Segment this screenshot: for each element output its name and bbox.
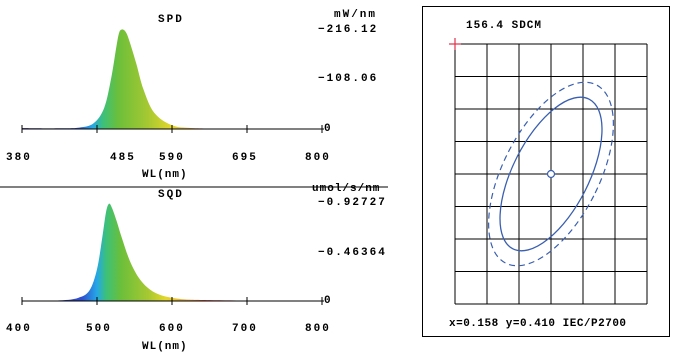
sqd-spectrum-area xyxy=(22,203,322,301)
sqd-x-tick-label: 500 xyxy=(86,323,112,335)
sqd-x-tick-label: 600 xyxy=(159,323,185,335)
sdcm-grid-chart xyxy=(449,38,648,305)
spd-y-max-value: 216.12 xyxy=(326,24,379,36)
spd-y-mid-label: −108.06 xyxy=(318,73,379,85)
sqd-y-max-label: −0.92727 xyxy=(318,197,387,209)
spd-y-mid-value: 108.06 xyxy=(326,73,379,85)
spd-unit-label: mW/nm xyxy=(334,9,378,21)
sqd-title: SQD xyxy=(158,189,184,201)
target-center-point xyxy=(546,169,556,179)
sdcm-panel: 156.4 SDCM x=0.158 y=0.410 IEC/ xyxy=(422,6,670,337)
test-point-marker xyxy=(449,38,461,50)
sqd-y-mid-value: 0.46364 xyxy=(326,247,387,259)
spd-spectrum-area xyxy=(22,29,322,129)
spd-y-max-label: −216.12 xyxy=(318,24,379,36)
spd-y-zero-label: 0 xyxy=(324,123,333,135)
sqd-unit-label: umol/s/nm xyxy=(312,183,381,195)
sqd-y-max-value: 0.92727 xyxy=(326,197,387,209)
spd-x-tick-label: 590 xyxy=(159,152,185,164)
sdcm-value-label: 156.4 SDCM xyxy=(466,20,543,32)
macadam-ellipse-outer xyxy=(488,81,614,267)
sqd-x-tick-label: 800 xyxy=(305,323,331,335)
sqd-x-axis-label: WL(nm) xyxy=(142,341,188,353)
spd-x-tick-label: 695 xyxy=(232,152,258,164)
spd-title: SPD xyxy=(158,14,184,26)
sqd-x-tick-label: 700 xyxy=(232,323,258,335)
macadam-ellipse-inner xyxy=(499,96,603,252)
spd-x-axis-label: WL(nm) xyxy=(142,169,188,181)
spd-x-tick-label: 485 xyxy=(110,152,136,164)
chromaticity-readout: x=0.158 y=0.410 IEC/P2700 xyxy=(449,318,627,330)
spd-x-tick-label: 380 xyxy=(6,152,32,164)
sqd-y-mid-label: −0.46364 xyxy=(318,247,387,259)
sqd-chart xyxy=(21,203,324,305)
sqd-x-tick-label: 400 xyxy=(6,323,32,335)
sdcm-grid xyxy=(454,43,648,305)
sqd-y-zero-label: 0 xyxy=(324,295,333,307)
spd-chart xyxy=(21,29,324,133)
spd-x-tick-label: 800 xyxy=(305,152,331,164)
